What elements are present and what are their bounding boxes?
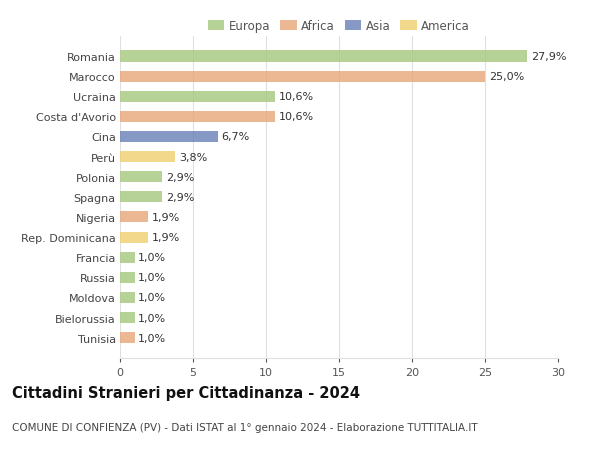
Bar: [120, 132, 218, 143]
Text: 25,0%: 25,0%: [488, 72, 524, 82]
Text: 1,0%: 1,0%: [138, 273, 166, 283]
Text: 10,6%: 10,6%: [278, 112, 314, 122]
Text: 1,0%: 1,0%: [138, 333, 166, 343]
Bar: [120, 172, 163, 183]
Bar: [120, 72, 485, 83]
Bar: [120, 252, 134, 263]
Text: COMUNE DI CONFIENZA (PV) - Dati ISTAT al 1° gennaio 2024 - Elaborazione TUTTITAL: COMUNE DI CONFIENZA (PV) - Dati ISTAT al…: [12, 422, 478, 432]
Bar: [120, 292, 134, 303]
Text: 6,7%: 6,7%: [221, 132, 250, 142]
Text: 1,9%: 1,9%: [151, 213, 179, 223]
Text: 3,8%: 3,8%: [179, 152, 208, 162]
Text: 1,0%: 1,0%: [138, 293, 166, 303]
Text: 10,6%: 10,6%: [278, 92, 314, 102]
Bar: [120, 212, 148, 223]
Text: 2,9%: 2,9%: [166, 192, 194, 202]
Text: 1,0%: 1,0%: [138, 252, 166, 263]
Bar: [120, 232, 148, 243]
Bar: [120, 51, 527, 62]
Bar: [120, 151, 175, 163]
Bar: [120, 332, 134, 343]
Bar: [120, 91, 275, 102]
Bar: [120, 112, 275, 123]
Bar: [120, 312, 134, 323]
Bar: [120, 272, 134, 283]
Legend: Europa, Africa, Asia, America: Europa, Africa, Asia, America: [203, 15, 475, 38]
Text: 2,9%: 2,9%: [166, 172, 194, 182]
Text: 1,9%: 1,9%: [151, 233, 179, 242]
Text: 27,9%: 27,9%: [531, 52, 566, 62]
Text: Cittadini Stranieri per Cittadinanza - 2024: Cittadini Stranieri per Cittadinanza - 2…: [12, 386, 360, 401]
Bar: [120, 192, 163, 203]
Text: 1,0%: 1,0%: [138, 313, 166, 323]
